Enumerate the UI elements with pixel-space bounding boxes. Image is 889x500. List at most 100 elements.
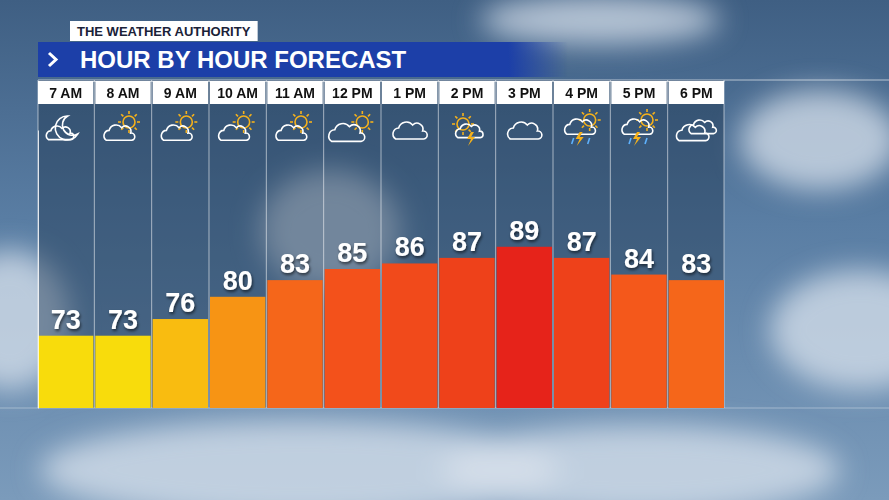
rain-drop xyxy=(572,138,574,144)
title: HOUR BY HOUR FORECAST xyxy=(80,46,407,73)
panel xyxy=(38,80,724,408)
separator xyxy=(667,80,668,408)
sun-ray xyxy=(469,116,471,118)
bar xyxy=(611,275,666,408)
data-label: 83 xyxy=(280,249,310,279)
sun-ray xyxy=(646,109,648,112)
x-tick-label: 7 AM xyxy=(49,85,82,101)
weather-icon xyxy=(46,116,77,140)
weather-icon xyxy=(104,111,140,140)
sun-ray xyxy=(452,123,455,125)
data-label: 76 xyxy=(165,288,195,318)
sun-ray xyxy=(589,128,591,131)
weather-icon xyxy=(452,113,483,146)
header-cell xyxy=(669,81,724,104)
x-tick: 7 AM xyxy=(49,81,82,101)
x-tick-label: 6 PM xyxy=(680,85,713,101)
bar xyxy=(95,336,150,408)
sun-ray xyxy=(249,128,251,130)
cloud-icon xyxy=(329,123,365,141)
header-cell xyxy=(38,81,93,104)
sun-ray xyxy=(137,121,140,123)
bar xyxy=(210,297,265,408)
data-label: 87 xyxy=(567,227,597,257)
rule xyxy=(38,80,889,81)
sun-ray xyxy=(370,121,373,123)
sun-ray xyxy=(186,111,188,114)
sun-ray xyxy=(462,113,464,116)
title-box xyxy=(38,42,508,77)
separator xyxy=(495,80,496,408)
header-cell xyxy=(325,81,380,104)
bar xyxy=(669,280,724,408)
separator xyxy=(553,80,554,408)
icons xyxy=(46,109,716,146)
weather-icon xyxy=(622,109,658,146)
separator xyxy=(381,80,382,408)
sun-ray xyxy=(192,114,194,116)
data-label: 86 xyxy=(395,232,425,262)
sun-ray xyxy=(653,126,655,128)
bar xyxy=(267,280,322,408)
sun-ray xyxy=(186,130,188,133)
bar xyxy=(497,247,552,408)
sun-ray xyxy=(351,121,354,123)
bar xyxy=(439,258,494,408)
chevron xyxy=(49,53,56,66)
x-tick-label: 8 AM xyxy=(107,85,140,101)
sun-ray xyxy=(233,121,236,123)
x-tick-label: 10 AM xyxy=(217,85,258,101)
sun-ray xyxy=(307,128,309,130)
clouds xyxy=(0,0,889,500)
bolt xyxy=(633,132,641,146)
x-axis: 7 AM8 AM9 AM10 AM11 AM12 PM1 PM2 PM3 PM4… xyxy=(39,81,725,101)
bar xyxy=(38,336,93,408)
header-cell xyxy=(497,81,552,104)
sun-ray xyxy=(252,121,255,123)
separator xyxy=(266,80,267,408)
sun-ray xyxy=(455,116,457,118)
x-tick: 11 AM xyxy=(275,81,315,101)
bars xyxy=(38,247,724,408)
sun-ray xyxy=(128,111,130,114)
bolt xyxy=(576,132,584,146)
cloud xyxy=(440,425,840,500)
subtitle-box xyxy=(70,21,258,41)
bar xyxy=(382,263,437,408)
chart: 7373768083858687898784837 AM8 AM9 AM10 A… xyxy=(0,0,889,500)
sun-ray xyxy=(293,114,295,116)
sun-ray xyxy=(462,132,464,135)
cloud xyxy=(480,0,720,45)
sun-ray xyxy=(300,130,302,133)
x-tick: 1 PM xyxy=(393,81,426,101)
header-cell xyxy=(267,81,322,104)
cloud-icon xyxy=(676,124,709,140)
x-tick-label: 1 PM xyxy=(393,85,426,101)
data-label: 85 xyxy=(337,238,367,268)
data-label: 89 xyxy=(509,216,539,246)
x-tick: 4 PM xyxy=(565,81,598,101)
x-tick-label: 12 PM xyxy=(332,85,372,101)
weather-icon xyxy=(565,109,601,146)
x-tick: 6 PM xyxy=(680,81,713,101)
sun-ray xyxy=(194,121,197,123)
cloud-icon xyxy=(46,126,73,140)
sun-ray xyxy=(290,121,293,123)
weather-icon xyxy=(276,111,312,140)
x-tick-label: 2 PM xyxy=(451,85,484,101)
title-fade xyxy=(508,42,568,77)
sun-ray xyxy=(355,114,357,116)
rain-drop xyxy=(588,138,590,144)
sun-ray xyxy=(368,128,370,130)
separator xyxy=(151,80,152,408)
y-axis-line xyxy=(38,131,39,409)
sun-ray xyxy=(582,126,584,128)
cloud-icon xyxy=(161,125,192,140)
bar xyxy=(325,269,380,408)
sun-ray xyxy=(595,126,597,128)
sun-ray xyxy=(236,114,238,116)
weather-icon xyxy=(161,111,197,140)
sun-ray xyxy=(639,112,641,114)
data-label: 80 xyxy=(223,266,253,296)
x-tick: 9 AM xyxy=(164,81,197,101)
